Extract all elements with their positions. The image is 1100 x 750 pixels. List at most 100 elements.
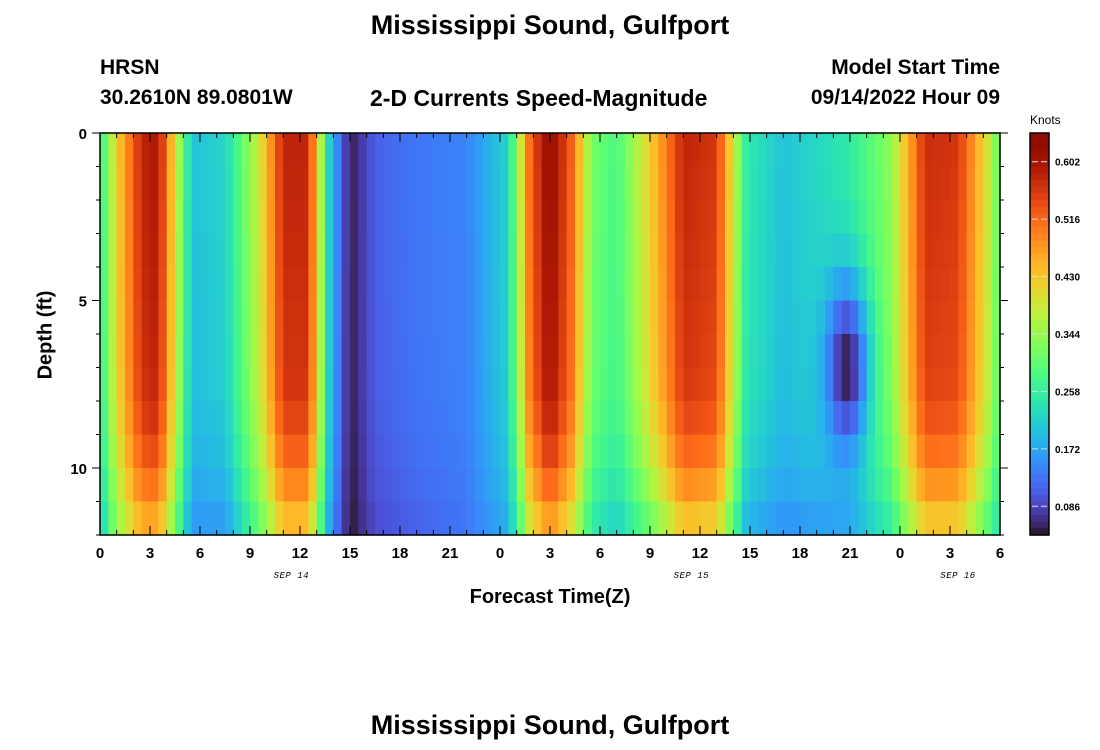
heatmap-cell bbox=[316, 401, 326, 436]
heatmap-cell bbox=[966, 468, 976, 503]
heatmap-cell bbox=[716, 200, 726, 235]
heatmap-cell bbox=[791, 233, 801, 268]
heatmap-cell bbox=[866, 334, 876, 369]
colorbar-segment bbox=[1030, 166, 1049, 174]
heatmap-cell bbox=[250, 166, 259, 201]
heatmap-cell bbox=[941, 401, 951, 436]
heatmap-cell bbox=[400, 501, 409, 536]
heatmap-cell bbox=[983, 334, 993, 369]
heatmap-cell bbox=[658, 401, 668, 436]
heatmap-cell bbox=[266, 367, 276, 402]
colorbar-segment bbox=[1030, 213, 1049, 221]
heatmap-cell bbox=[716, 401, 726, 436]
colorbar-segment bbox=[1030, 407, 1049, 415]
heatmap-cell bbox=[150, 367, 159, 402]
heatmap-cell bbox=[766, 300, 776, 335]
heatmap-cell bbox=[866, 367, 876, 402]
heatmap-cell bbox=[116, 367, 126, 402]
heatmap-cell bbox=[608, 367, 618, 402]
heatmap-cell bbox=[500, 401, 509, 436]
heatmap-cell bbox=[858, 267, 868, 302]
heatmap-cell bbox=[666, 401, 676, 436]
heatmap-cell bbox=[300, 233, 309, 268]
heatmap-cell bbox=[891, 233, 901, 268]
heatmap-cell bbox=[800, 233, 809, 268]
heatmap-cell bbox=[708, 401, 718, 436]
heatmap-cell bbox=[166, 200, 176, 235]
heatmap-cell bbox=[833, 468, 843, 503]
heatmap-cell bbox=[941, 334, 951, 369]
heatmap-cell bbox=[541, 267, 551, 302]
colorbar-segment bbox=[1030, 200, 1049, 208]
heatmap-cell bbox=[183, 233, 193, 268]
heatmap-cell bbox=[725, 334, 734, 369]
heatmap-cell bbox=[483, 300, 493, 335]
heatmap-cell bbox=[216, 267, 226, 302]
heatmap-cell bbox=[358, 166, 368, 201]
heatmap-cell bbox=[350, 501, 359, 536]
heatmap-cell bbox=[783, 501, 793, 536]
heatmap-cell bbox=[308, 334, 318, 369]
heatmap-cell bbox=[250, 401, 259, 436]
heatmap-cell bbox=[325, 166, 334, 201]
heatmap-cell bbox=[500, 166, 509, 201]
colorbar-segment bbox=[1030, 387, 1049, 395]
heatmap-cell bbox=[975, 300, 984, 335]
heatmap-cell bbox=[783, 334, 793, 369]
heatmap-cell bbox=[225, 434, 234, 469]
heatmap-cell bbox=[666, 233, 676, 268]
heatmap-cell bbox=[133, 300, 143, 335]
heatmap-cell bbox=[450, 133, 459, 168]
colorbar-segment bbox=[1030, 414, 1049, 422]
heatmap-cell bbox=[883, 334, 893, 369]
heatmap-cell bbox=[491, 166, 501, 201]
heatmap-cell bbox=[533, 468, 543, 503]
heatmap-cell bbox=[208, 300, 218, 335]
heatmap-cell bbox=[458, 434, 468, 469]
heatmap-cell bbox=[983, 401, 993, 436]
heatmap-cell bbox=[700, 233, 709, 268]
heatmap-cell bbox=[908, 401, 918, 436]
heatmap-cell bbox=[200, 401, 209, 436]
heatmap-cell bbox=[675, 334, 684, 369]
heatmap-cell bbox=[850, 468, 859, 503]
heatmap-cell bbox=[433, 367, 443, 402]
heatmap-cell bbox=[158, 501, 168, 536]
colorbar-tick-label: 0.258 bbox=[1055, 387, 1080, 398]
heatmap-cell bbox=[516, 267, 526, 302]
heatmap-cell bbox=[333, 233, 343, 268]
colorbar-tick-label: 0.430 bbox=[1055, 273, 1080, 284]
heatmap-cell bbox=[258, 434, 268, 469]
heatmap-cell bbox=[575, 434, 584, 469]
heatmap-cell bbox=[683, 501, 693, 536]
heatmap-cell bbox=[166, 166, 176, 201]
heatmap-cell bbox=[716, 233, 726, 268]
heatmap-cell bbox=[300, 501, 309, 536]
heatmap-cell bbox=[608, 233, 618, 268]
heatmap-cell bbox=[800, 166, 809, 201]
heatmap-cell bbox=[933, 501, 943, 536]
heatmap-cell bbox=[225, 468, 234, 503]
heatmap-cell bbox=[383, 200, 393, 235]
heatmap-cell bbox=[716, 166, 726, 201]
heatmap-cell bbox=[216, 133, 226, 168]
heatmap-cell bbox=[358, 401, 368, 436]
heatmap-cell bbox=[816, 267, 826, 302]
heatmap-cell bbox=[283, 267, 293, 302]
heatmap-cell bbox=[991, 468, 1001, 503]
heatmap-cell bbox=[816, 367, 826, 402]
heatmap-cell bbox=[675, 133, 684, 168]
heatmap-cell bbox=[733, 166, 743, 201]
heatmap-cell bbox=[850, 133, 859, 168]
heatmap-cell bbox=[233, 367, 243, 402]
heatmap-cell bbox=[500, 133, 509, 168]
heatmap-cell bbox=[441, 200, 451, 235]
heatmap-cell bbox=[641, 468, 651, 503]
heatmap-cell bbox=[591, 401, 601, 436]
heatmap-cell bbox=[758, 166, 768, 201]
heatmap-cell bbox=[616, 434, 626, 469]
heatmap-cell bbox=[525, 267, 534, 302]
heatmap-cell bbox=[641, 401, 651, 436]
heatmap-cell bbox=[850, 166, 859, 201]
heatmap-cell bbox=[516, 367, 526, 402]
